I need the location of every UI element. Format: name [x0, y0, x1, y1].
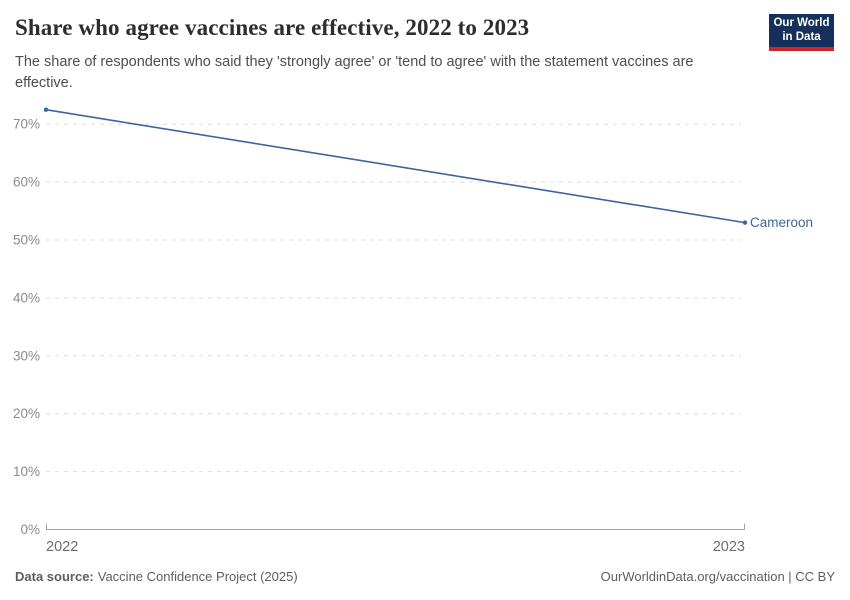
- y-tick-label: 30%: [13, 348, 40, 363]
- chart-subtitle: The share of respondents who said they '…: [15, 54, 694, 91]
- data-source-note: Data source: Vaccine Confidence Project (…: [15, 568, 298, 585]
- y-tick-label: 0%: [20, 522, 40, 537]
- y-tick-label: 10%: [13, 464, 40, 479]
- x-tick-label: 2022: [46, 539, 78, 555]
- owid-logo-line1: Our World: [773, 17, 830, 29]
- chart-title: Share who agree vaccines are effective, …: [15, 15, 530, 40]
- data-source-label: Data source:: [15, 569, 94, 584]
- y-tick-label: 60%: [13, 175, 40, 190]
- entity-label[interactable]: Cameroon: [750, 214, 814, 230]
- owid-logo[interactable]: Our World in Data: [769, 14, 834, 51]
- series-line-cameroon[interactable]: [45, 108, 746, 224]
- data-point-2022[interactable]: [43, 107, 49, 112]
- chart-footer: Data source: Vaccine Confidence Project (…: [15, 568, 835, 585]
- y-tick-label: 20%: [13, 406, 40, 421]
- y-tick-label: 70%: [13, 117, 40, 132]
- y-tick-label: 40%: [13, 290, 40, 305]
- data-point-2023[interactable]: [742, 220, 748, 225]
- data-source-value: Vaccine Confidence Project (2025): [97, 569, 298, 584]
- owid-license-link[interactable]: OurWorldinData.org/vaccination | CC BY: [600, 569, 835, 584]
- y-tick-label: 50%: [13, 233, 40, 248]
- owid-logo-line2: in Data: [782, 30, 821, 43]
- x-tick-label: 2023: [713, 539, 745, 555]
